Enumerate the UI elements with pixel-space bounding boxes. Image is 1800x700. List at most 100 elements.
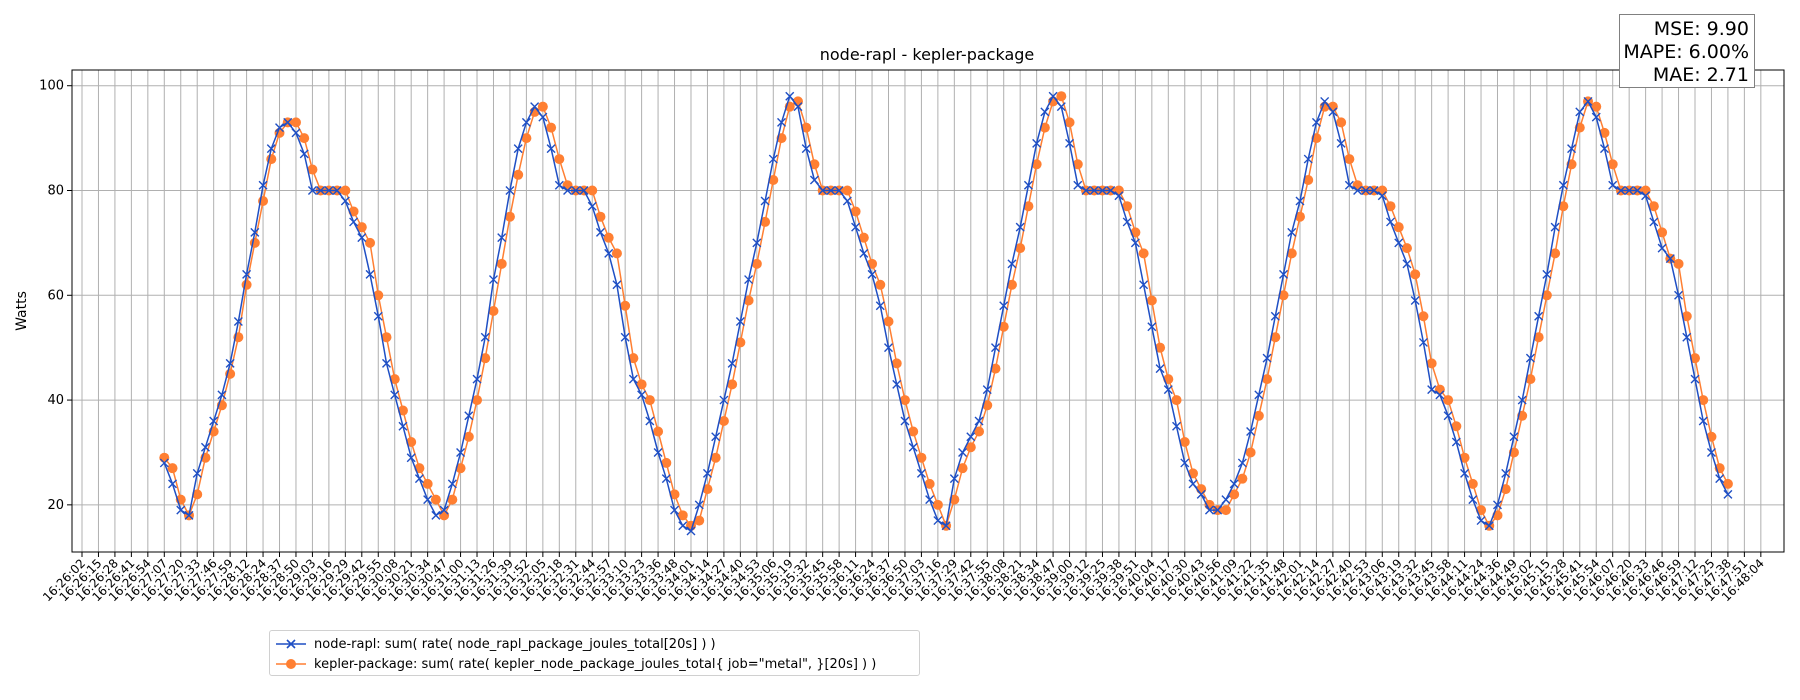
circle-marker-icon bbox=[276, 659, 306, 669]
data-point bbox=[1295, 196, 1305, 206]
data-point bbox=[768, 154, 778, 164]
data-point bbox=[1081, 186, 1091, 195]
data-point bbox=[423, 495, 433, 505]
y-tick-label: 100 bbox=[39, 79, 64, 94]
data-point bbox=[168, 479, 178, 489]
data-point bbox=[702, 484, 713, 495]
data-point bbox=[1673, 258, 1684, 269]
data-point bbox=[768, 175, 779, 186]
mse-value: MSE: 9.90 bbox=[1653, 18, 1749, 40]
data-point bbox=[356, 222, 367, 233]
data-point bbox=[982, 385, 992, 395]
data-point bbox=[1492, 500, 1502, 510]
data-point bbox=[1534, 311, 1544, 321]
data-point bbox=[1147, 322, 1157, 332]
data-point bbox=[925, 495, 935, 505]
x-axis: 16:26:0216:26:1516:26:2816:26:4116:26:54… bbox=[40, 552, 1767, 604]
data-point bbox=[1575, 107, 1585, 117]
data-point bbox=[1294, 211, 1305, 222]
data-point bbox=[1097, 186, 1107, 195]
data-point bbox=[258, 180, 268, 190]
data-point bbox=[504, 211, 515, 222]
data-point bbox=[899, 395, 910, 406]
data-point bbox=[1649, 217, 1659, 227]
data-point bbox=[340, 196, 350, 206]
data-point bbox=[670, 505, 680, 515]
data-point bbox=[1501, 468, 1511, 478]
data-point bbox=[192, 489, 203, 500]
data-point bbox=[1706, 447, 1716, 457]
data-point bbox=[1641, 191, 1651, 201]
mape-value: MAPE: 6.00% bbox=[1623, 41, 1749, 63]
data-point bbox=[1410, 296, 1420, 306]
data-point bbox=[1533, 332, 1544, 343]
data-point bbox=[455, 463, 466, 474]
data-point bbox=[579, 186, 589, 195]
data-point bbox=[167, 463, 178, 474]
data-point bbox=[1567, 144, 1577, 154]
data-point bbox=[381, 358, 391, 368]
data-point bbox=[1451, 437, 1461, 447]
data-point bbox=[456, 447, 466, 457]
data-point bbox=[884, 343, 893, 353]
y-tick-label: 60 bbox=[47, 288, 64, 303]
data-point bbox=[1542, 269, 1552, 279]
data-point bbox=[1270, 332, 1281, 343]
metrics-box: MSE: 9.90 MAPE: 6.00% MAE: 2.71 bbox=[1619, 14, 1755, 88]
data-point bbox=[809, 159, 820, 170]
data-point bbox=[924, 478, 935, 489]
mae-value: MAE: 2.71 bbox=[1652, 64, 1749, 86]
data-point bbox=[1213, 505, 1223, 515]
data-point bbox=[1525, 353, 1535, 363]
data-point bbox=[505, 186, 515, 195]
data-point bbox=[406, 436, 417, 447]
data-point bbox=[719, 395, 729, 405]
data-point bbox=[1451, 421, 1462, 432]
data-point bbox=[743, 295, 754, 306]
data-point bbox=[900, 416, 910, 426]
data-point bbox=[702, 468, 712, 478]
series-layer bbox=[159, 91, 1733, 536]
data-point bbox=[1204, 505, 1214, 515]
data-point bbox=[316, 186, 326, 195]
data-point bbox=[472, 395, 483, 406]
data-point bbox=[661, 474, 671, 484]
data-point bbox=[990, 363, 1001, 374]
data-point bbox=[159, 452, 170, 463]
data-point bbox=[990, 343, 1000, 353]
data-point bbox=[851, 222, 861, 232]
data-point bbox=[1665, 254, 1675, 264]
data-point bbox=[1674, 290, 1684, 300]
data-point bbox=[307, 186, 317, 195]
data-point bbox=[250, 227, 260, 237]
data-point bbox=[1393, 222, 1404, 233]
data-point bbox=[480, 332, 490, 342]
data-point bbox=[727, 379, 738, 390]
data-point bbox=[908, 426, 919, 437]
data-point bbox=[1476, 516, 1486, 526]
data-point bbox=[628, 353, 639, 364]
data-point bbox=[612, 280, 622, 290]
data-point bbox=[875, 301, 885, 311]
data-point bbox=[644, 395, 655, 406]
data-point bbox=[1418, 311, 1429, 322]
data-point bbox=[1500, 484, 1511, 495]
data-point bbox=[1139, 280, 1149, 290]
data-point bbox=[1657, 227, 1668, 238]
y-tick-label: 80 bbox=[47, 184, 64, 199]
legend-label-node-rapl: node-rapl: sum( rate( node_rapl_package_… bbox=[314, 636, 716, 652]
data-point bbox=[373, 290, 384, 301]
data-point bbox=[1048, 91, 1058, 101]
data-point bbox=[1484, 521, 1494, 531]
data-point bbox=[365, 237, 376, 248]
data-point bbox=[1706, 431, 1717, 442]
data-point bbox=[159, 458, 169, 468]
data-point bbox=[497, 233, 507, 243]
data-point bbox=[241, 279, 252, 290]
y-tick-label: 20 bbox=[47, 498, 64, 513]
data-point bbox=[1591, 101, 1602, 112]
data-point bbox=[1039, 122, 1050, 133]
data-point bbox=[858, 232, 869, 243]
data-point bbox=[809, 175, 819, 185]
data-point bbox=[283, 117, 293, 127]
